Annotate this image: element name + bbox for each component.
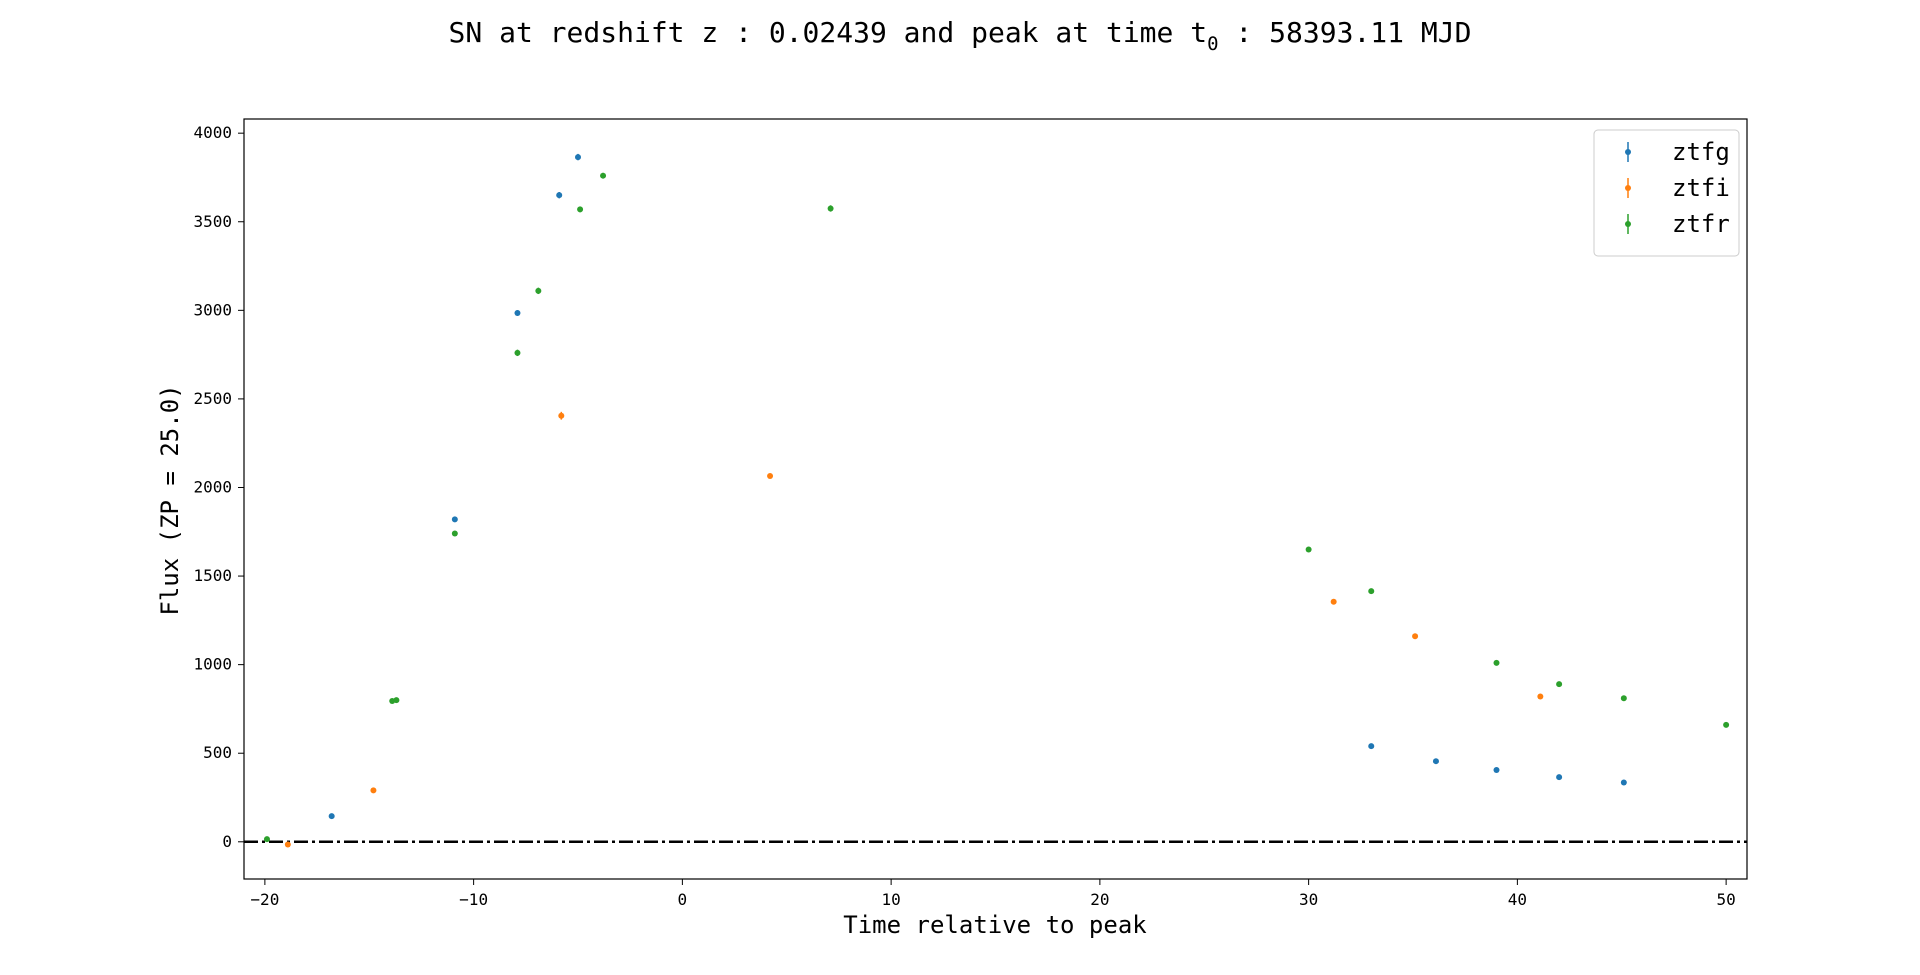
chart-title-subscript: 0: [1207, 33, 1218, 55]
data-point: [558, 412, 565, 419]
data-point: [1305, 546, 1312, 553]
data-point: [514, 309, 521, 316]
y-tick-label: 3000: [193, 300, 232, 319]
x-axis-label: Time relative to peak: [843, 911, 1147, 939]
data-point: [1493, 767, 1500, 774]
legend-label: ztfi: [1672, 174, 1730, 202]
legend-marker-point: [1625, 221, 1631, 227]
data-point: [1537, 693, 1544, 700]
data-point: [1493, 659, 1500, 666]
data-point: [1432, 758, 1439, 765]
data-point: [1620, 779, 1627, 786]
data-point: [370, 787, 377, 794]
x-tick-label: 20: [1090, 890, 1109, 909]
x-tick-label: 40: [1508, 890, 1527, 909]
x-tick-label: 50: [1716, 890, 1735, 909]
data-point: [827, 205, 834, 212]
data-point: [1368, 743, 1375, 750]
data-point: [575, 154, 581, 161]
x-tick-label: 30: [1299, 890, 1318, 909]
y-tick-label: 1500: [193, 566, 232, 585]
y-tick-label: 500: [203, 743, 232, 762]
data-point: [1620, 695, 1627, 702]
plot-frame: [243, 118, 1748, 880]
data-point: [1330, 598, 1337, 605]
data-point: [1368, 588, 1375, 595]
x-tick-label: −20: [250, 890, 279, 909]
data-point: [328, 813, 335, 820]
chart-title-main: SN at redshift z : 0.02439 and peak at t…: [449, 16, 1208, 49]
data-point: [535, 287, 542, 294]
plot-area: −20 −10 0 10 20 30 40 5005001000150020002500300…: [193, 118, 1748, 909]
legend-marker-point: [1625, 149, 1631, 155]
series-ztfg: [328, 153, 1627, 820]
data-point: [1723, 721, 1730, 728]
data-point: [556, 192, 563, 199]
legend-label: ztfr: [1672, 210, 1730, 238]
data-point: [284, 841, 291, 848]
series-ztfr: [263, 172, 1730, 843]
data-point: [263, 836, 270, 843]
data-point: [451, 530, 458, 537]
data-point: [1412, 633, 1419, 640]
data-point: [451, 516, 458, 523]
x-tick-label: 10: [881, 890, 900, 909]
x-tick-label: 0: [678, 890, 688, 909]
data-point: [767, 472, 774, 479]
y-tick-label: 3500: [193, 212, 232, 231]
data-point: [600, 172, 607, 179]
legend-label: ztfg: [1672, 138, 1730, 166]
x-tick-label: −10: [459, 890, 488, 909]
y-axis-label: Flux (ZP = 25.0): [156, 384, 184, 615]
y-tick-label: 1000: [193, 655, 232, 674]
data-point: [577, 206, 584, 213]
data-point: [393, 697, 400, 704]
data-point: [1556, 774, 1563, 781]
data-point: [514, 349, 521, 356]
y-tick-label: 2500: [193, 389, 232, 408]
series-ztfi: [284, 411, 1544, 848]
legend-marker-point: [1625, 185, 1631, 191]
data-point: [1556, 681, 1563, 688]
chart-title-suffix: : 58393.11 MJD: [1219, 16, 1472, 49]
y-tick-label: 4000: [193, 123, 232, 142]
y-tick-label: 2000: [193, 477, 232, 496]
y-tick-label: 0: [222, 832, 232, 851]
legend: ztfg ztfi ztfr: [1593, 129, 1740, 257]
chart-title: SN at redshift z : 0.02439 and peak at t…: [449, 16, 1472, 55]
